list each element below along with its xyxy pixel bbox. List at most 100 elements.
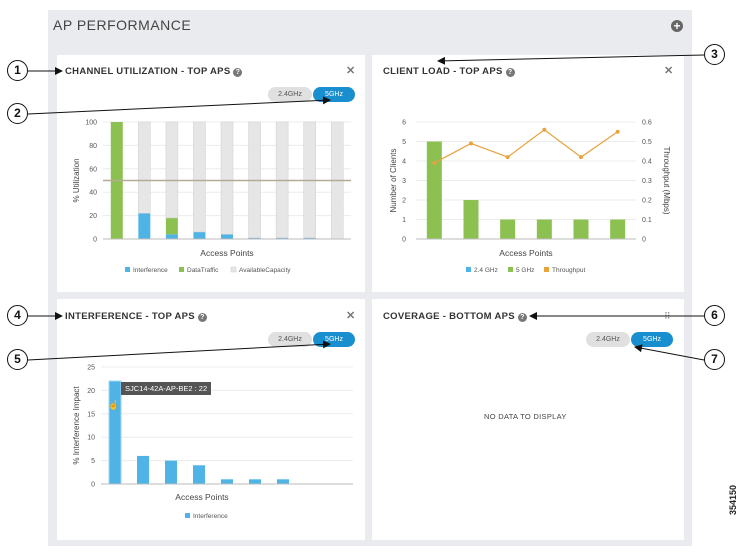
- y-tick-label: 80: [89, 143, 97, 150]
- figure-id: 354150: [728, 484, 738, 515]
- y-tick-label: 2: [402, 198, 406, 205]
- callout-7: 7: [704, 349, 725, 370]
- hand-cursor-icon: ☝: [108, 400, 120, 410]
- toggle-5ghz[interactable]: 5GHz: [631, 332, 673, 347]
- bar-interference: [277, 479, 289, 484]
- y-axis-label: Number of Clients: [389, 148, 398, 212]
- throughput-line: [434, 129, 619, 164]
- bar-interference: [303, 237, 316, 239]
- bar-availablecapacity: [165, 121, 179, 219]
- callout-5: 5: [7, 349, 28, 370]
- y-tick-label: 40: [89, 190, 97, 197]
- bar-interference: [165, 460, 177, 484]
- dashboard-title: AP PERFORMANCE: [53, 17, 192, 33]
- interference-title-text: INTERFERENCE - TOP APS: [65, 311, 195, 322]
- y-tick-label: 6: [402, 120, 406, 127]
- toggle-2.4ghz[interactable]: 2.4GHz: [586, 332, 630, 347]
- legend-swatch: [508, 267, 513, 272]
- y-tick-label: 1: [402, 217, 406, 224]
- client-load-panel: [372, 55, 684, 292]
- throughput-point: [579, 155, 583, 160]
- callout-arrow-3: [437, 54, 705, 65]
- close-icon[interactable]: ✕: [346, 65, 356, 77]
- close-icon[interactable]: ✕: [664, 65, 674, 77]
- interference-title: INTERFERENCE - TOP APS?: [65, 311, 207, 322]
- throughput-point: [542, 127, 547, 132]
- callout-2: 2: [7, 103, 28, 124]
- y-tick-label: 3: [402, 178, 406, 185]
- bar-availablecapacity: [138, 121, 151, 214]
- throughput-point: [469, 141, 473, 146]
- no-data-message: NO DATA TO DISPLAY: [484, 412, 567, 421]
- channel-utilization-title: CHANNEL UTILIZATION - TOP APS?: [65, 66, 243, 77]
- callout-4: 4: [7, 305, 28, 326]
- legend-label: 2.4 GHz: [474, 267, 498, 274]
- coverage-title: COVERAGE - BOTTOM APS?: [383, 311, 527, 322]
- legend-label: Interference: [133, 267, 168, 274]
- callout-1: 1: [7, 60, 28, 81]
- bar-datatraffic: [165, 217, 178, 235]
- legend-swatch: [544, 267, 549, 272]
- y-axis-label: % Utilization: [72, 158, 81, 202]
- x-axis-label: Access Points: [499, 248, 552, 258]
- bar-5ghz: [463, 200, 479, 239]
- bar-interference: [248, 237, 261, 239]
- callout-3: 3: [704, 44, 725, 65]
- toggle-2.4ghz[interactable]: 2.4GHz: [268, 332, 312, 347]
- help-icon[interactable]: ?: [505, 68, 515, 77]
- throughput-point: [432, 160, 437, 165]
- callout-arrow-2: [27, 96, 331, 115]
- toggle-2.4ghz[interactable]: 2.4GHz: [268, 87, 312, 102]
- callout-6: 6: [704, 305, 725, 326]
- bar-5ghz: [536, 219, 552, 239]
- bar-interference: [221, 479, 233, 484]
- help-icon[interactable]: ?: [197, 313, 207, 322]
- bar-interference: [138, 213, 151, 239]
- legend-swatch: [230, 266, 237, 273]
- coverage-title-text: COVERAGE - BOTTOM APS: [383, 311, 515, 322]
- y2-tick-label: 0.6: [642, 120, 652, 127]
- bar-availablecapacity: [193, 121, 206, 233]
- throughput-point: [615, 129, 620, 134]
- client-load-title-text: CLIENT LOAD - TOP APS: [383, 66, 503, 77]
- bar-interference: [193, 465, 205, 484]
- y-tick-label: 0: [402, 237, 406, 244]
- y-tick-label: 100: [85, 120, 97, 127]
- bar-interference: [137, 455, 149, 484]
- add-widget-icon[interactable]: +: [671, 20, 683, 32]
- bar-5ghz: [573, 219, 589, 239]
- legend-swatch: [185, 513, 190, 518]
- y-tick-label: 60: [89, 166, 97, 173]
- legend-label: 5 GHz: [516, 267, 534, 274]
- bar-interference: [249, 479, 261, 484]
- help-icon[interactable]: ?: [517, 313, 527, 322]
- y2-tick-label: 0.4: [642, 159, 652, 166]
- legend-label: Interference: [193, 513, 228, 520]
- interference-chart: 0 5 10 15 20 25 Access Points % Interference Im…: [72, 365, 353, 520]
- y-tick-label: 5: [91, 458, 95, 465]
- bar-interference: [165, 234, 178, 239]
- x-axis-label: Access Points: [200, 248, 253, 258]
- bar-interference: [276, 237, 289, 239]
- legend-swatch: [125, 267, 130, 272]
- client-load-chart: 0 1 2 3 4 5 6 0 0.1 0.2 0.3 0.4 0.5 0.6 Access Points N…: [389, 120, 671, 275]
- y-tick-label: 15: [87, 411, 95, 418]
- close-icon[interactable]: ✕: [346, 310, 356, 322]
- y-tick-label: 20: [89, 213, 97, 220]
- channel-utilization-chart: 0 20 40 60 80 100 Access Points % Utilization In…: [72, 120, 351, 274]
- throughput-point: [505, 155, 510, 160]
- y2-tick-label: 0: [642, 237, 646, 244]
- y-tick-label: 20: [87, 388, 95, 395]
- client-load-title: CLIENT LOAD - TOP APS?: [383, 66, 515, 77]
- bar-5ghz: [610, 219, 626, 239]
- y-tick-label: 5: [402, 139, 406, 146]
- y-tick-label: 4: [402, 159, 406, 166]
- bar-interference: [221, 234, 233, 239]
- callout-arrow-5: [27, 340, 331, 361]
- bar-availablecapacity: [220, 121, 234, 235]
- y-tick-label: 10: [87, 435, 95, 442]
- channel-utilization-title-text: CHANNEL UTILIZATION - TOP APS: [65, 66, 231, 77]
- legend-label: Throughput: [552, 267, 585, 274]
- help-icon[interactable]: ?: [233, 68, 243, 77]
- legend-swatch: [466, 267, 471, 272]
